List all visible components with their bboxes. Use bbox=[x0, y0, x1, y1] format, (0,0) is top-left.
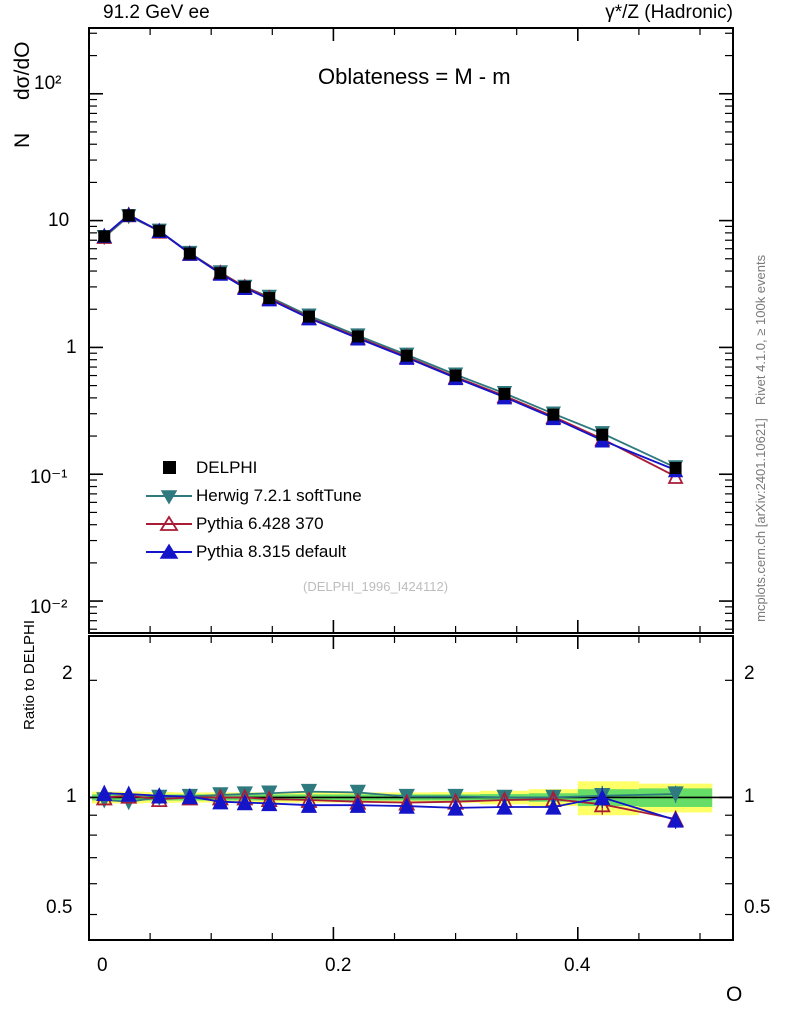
data-marker bbox=[263, 292, 276, 305]
data-marker bbox=[238, 280, 251, 293]
plot-title: Oblateness = M - m bbox=[318, 64, 511, 89]
legend-marker-pythia6 bbox=[159, 515, 179, 531]
y-tick-label-main-0: 10² bbox=[34, 73, 62, 94]
data-marker bbox=[302, 310, 315, 323]
y-tick-label-ratio-right-2: 0.5 bbox=[744, 897, 771, 918]
data-marker bbox=[667, 786, 684, 803]
data-marker bbox=[349, 784, 366, 801]
data-marker bbox=[261, 794, 278, 812]
data-marker bbox=[447, 799, 464, 816]
legend-label-herwig: Herwig 7.2.1 softTune bbox=[196, 486, 362, 505]
legend-label-pythia6: Pythia 6.428 370 bbox=[196, 514, 324, 533]
y-tick-label-main-1: 10 bbox=[48, 210, 70, 231]
data-marker bbox=[300, 796, 318, 813]
data-marker bbox=[351, 330, 364, 343]
x-axis-label: O bbox=[726, 983, 743, 1006]
legend-markers bbox=[146, 461, 192, 559]
legend-label-delphi: DELPHI bbox=[196, 458, 258, 477]
dataset-watermark: (DELPHI_1996_I424112) bbox=[303, 579, 449, 594]
y-tick-label-ratio-right-0: 2 bbox=[744, 663, 755, 684]
right-annotation-mcplots: mcplots.cern.ch [arXiv:2401.10621] bbox=[753, 418, 768, 622]
data-marker bbox=[122, 209, 135, 222]
data-marker bbox=[496, 798, 513, 815]
x-tick-label-2: 0.4 bbox=[564, 955, 591, 976]
y-tick-label-ratio-1: 1 bbox=[66, 786, 77, 807]
data-marker bbox=[212, 793, 229, 810]
data-marker bbox=[183, 247, 196, 260]
right-annotation-rivet: Rivet 4.1.0, ≥ 100k events bbox=[753, 254, 768, 405]
data-marker bbox=[669, 461, 682, 474]
y-tick-label-main-4: 10⁻² bbox=[30, 597, 68, 618]
data-marker bbox=[400, 349, 413, 362]
y-tick-label-main-2: 1 bbox=[66, 337, 77, 358]
data-marker bbox=[594, 788, 611, 806]
data-marker bbox=[349, 796, 366, 813]
legend-label-pythia8: Pythia 8.315 default bbox=[196, 542, 347, 561]
main-panel-frame bbox=[88, 27, 734, 634]
x-tick-label-0: 0 bbox=[97, 955, 108, 976]
data-marker bbox=[181, 788, 198, 805]
data-marker bbox=[545, 798, 562, 815]
data-marker bbox=[596, 428, 609, 441]
ratio-panel-frame bbox=[88, 635, 734, 941]
x-tick-label-1: 0.2 bbox=[325, 955, 352, 976]
data-marker bbox=[398, 797, 415, 814]
data-marker bbox=[96, 784, 113, 801]
data-marker bbox=[498, 387, 511, 400]
legend-marker-pythia8 bbox=[159, 543, 179, 559]
data-marker bbox=[98, 230, 111, 243]
data-marker bbox=[153, 224, 166, 237]
data-marker bbox=[214, 267, 227, 280]
y-tick-label-ratio-2: 0.5 bbox=[46, 897, 73, 918]
y-tick-label-main-3: 10⁻¹ bbox=[30, 467, 68, 488]
legend-marker-herwig bbox=[160, 490, 178, 505]
y-tick-label-ratio-right-1: 1 bbox=[744, 786, 755, 807]
generated-graphics bbox=[88, 27, 734, 941]
header-beam-label: 91.2 GeV ee bbox=[103, 2, 210, 23]
header-process-label: γ*/Z (Hadronic) bbox=[605, 2, 733, 23]
legend-marker-delphi bbox=[163, 461, 176, 474]
data-marker bbox=[151, 787, 168, 804]
y-tick-label-ratio-0: 2 bbox=[62, 663, 73, 684]
data-marker bbox=[236, 794, 253, 811]
data-marker bbox=[449, 369, 462, 382]
data-marker bbox=[547, 408, 560, 421]
data-marker bbox=[667, 811, 684, 828]
data-marker bbox=[120, 785, 137, 802]
